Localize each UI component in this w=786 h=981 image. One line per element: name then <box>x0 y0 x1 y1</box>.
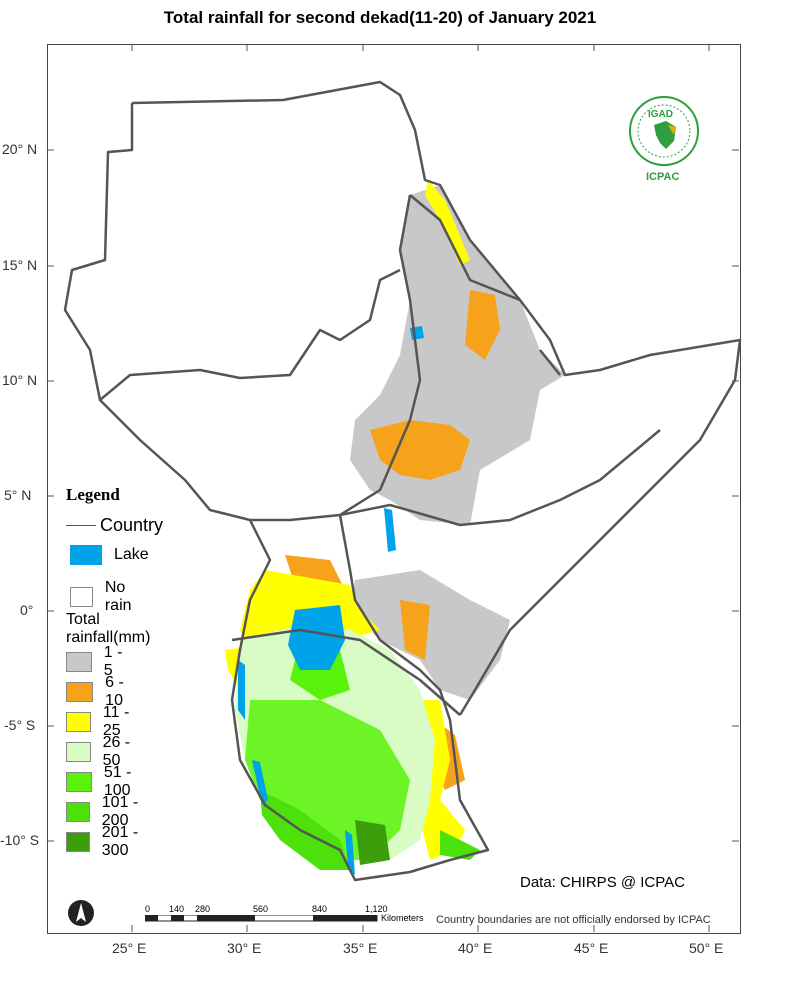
class-label-2: 6 - 10 <box>105 674 124 709</box>
class-swatch-3 <box>66 712 91 732</box>
scale-tick-560: 560 <box>253 904 269 914</box>
lat-label-15n: 15° N <box>2 257 38 273</box>
lat-label-20n: 20° N <box>2 141 38 157</box>
lakes <box>238 326 424 875</box>
class-label-7: 201 - 300 <box>101 824 139 859</box>
class-label-1: 1 - 5 <box>103 644 123 679</box>
lon-label-40e: 40° E <box>458 940 493 956</box>
legend-class-3: 11 - 25 <box>66 704 134 740</box>
scale-bar-graphic <box>145 915 378 922</box>
lon-label-35e: 35° E <box>343 940 378 956</box>
legend-class-6: 101 - 200 <box>66 794 143 830</box>
class-label-6: 101 - 200 <box>101 794 139 829</box>
rain-201-300-areas <box>355 820 390 865</box>
legend-class-2: 6 - 10 <box>66 674 134 710</box>
legend-lake: Lake <box>70 545 149 565</box>
scale-unit: Kilometers <box>381 913 424 923</box>
lat-label-5n: 5° N <box>4 487 32 503</box>
class-label-3: 11 - 25 <box>102 704 130 739</box>
legend-class-5: 51 - 100 <box>66 764 143 800</box>
lat-label-10s: -10° S <box>0 832 40 848</box>
scale-tick-280: 280 <box>195 904 211 914</box>
legend-no-rain-label: No rain <box>104 579 132 614</box>
scale-bar: 0 140 280 560 840 1,120 Kilometers <box>145 904 445 924</box>
lat-label-0: 0° <box>20 602 34 618</box>
scale-tick-140: 140 <box>169 904 185 914</box>
lake-swatch <box>70 545 102 565</box>
scale-tick-0: 0 <box>145 904 151 914</box>
legend-class-1: 1 - 5 <box>66 644 125 680</box>
legend-title: Legend <box>66 485 120 504</box>
legend-lake-label: Lake <box>114 546 149 563</box>
country-line-symbol <box>66 525 96 526</box>
class-swatch-2 <box>66 682 94 702</box>
class-swatch-6 <box>66 802 90 822</box>
legend-class-4: 26 - 50 <box>66 734 134 770</box>
legend-no-rain: No rain <box>70 579 141 615</box>
lon-label-25e: 25° E <box>112 940 147 956</box>
boundary-disclaimer: Country boundaries are not officially en… <box>436 914 711 926</box>
data-credit: Data: CHIRPS @ ICPAC <box>520 874 685 891</box>
lon-label-50e: 50° E <box>689 940 724 956</box>
map-title: Total rainfall for second dekad(11-20) o… <box>163 8 597 27</box>
country-borders <box>63 80 742 882</box>
legend-rainfall-title: Total rainfall(mm) <box>66 611 151 646</box>
class-label-5: 51 - 100 <box>103 764 132 799</box>
lat-label-10n: 10° N <box>2 372 38 388</box>
lat-label-5s: -5° S <box>4 717 36 733</box>
logo-igad-text: IGAD <box>648 109 673 120</box>
scale-tick-1120: 1,120 <box>365 904 388 914</box>
legend-country-label: Country <box>100 515 164 535</box>
class-label-4: 26 - 50 <box>102 734 131 769</box>
lon-label-45e: 45° E <box>574 940 609 956</box>
class-swatch-7 <box>66 832 90 852</box>
no-rain-swatch <box>70 587 93 607</box>
scale-tick-840: 840 <box>312 904 328 914</box>
legend-class-7: 201 - 300 <box>66 824 143 860</box>
legend-country: Country <box>66 515 163 536</box>
class-swatch-5 <box>66 772 92 792</box>
class-swatch-4 <box>66 742 91 762</box>
class-swatch-1 <box>66 652 92 672</box>
north-arrow-icon <box>66 898 96 928</box>
igad-icpac-logo: IGAD ICPAC <box>626 95 702 190</box>
lon-label-30e: 30° E <box>227 940 262 956</box>
rain-101-200-areas <box>260 790 480 870</box>
logo-icpac-text: ICPAC <box>646 171 680 183</box>
